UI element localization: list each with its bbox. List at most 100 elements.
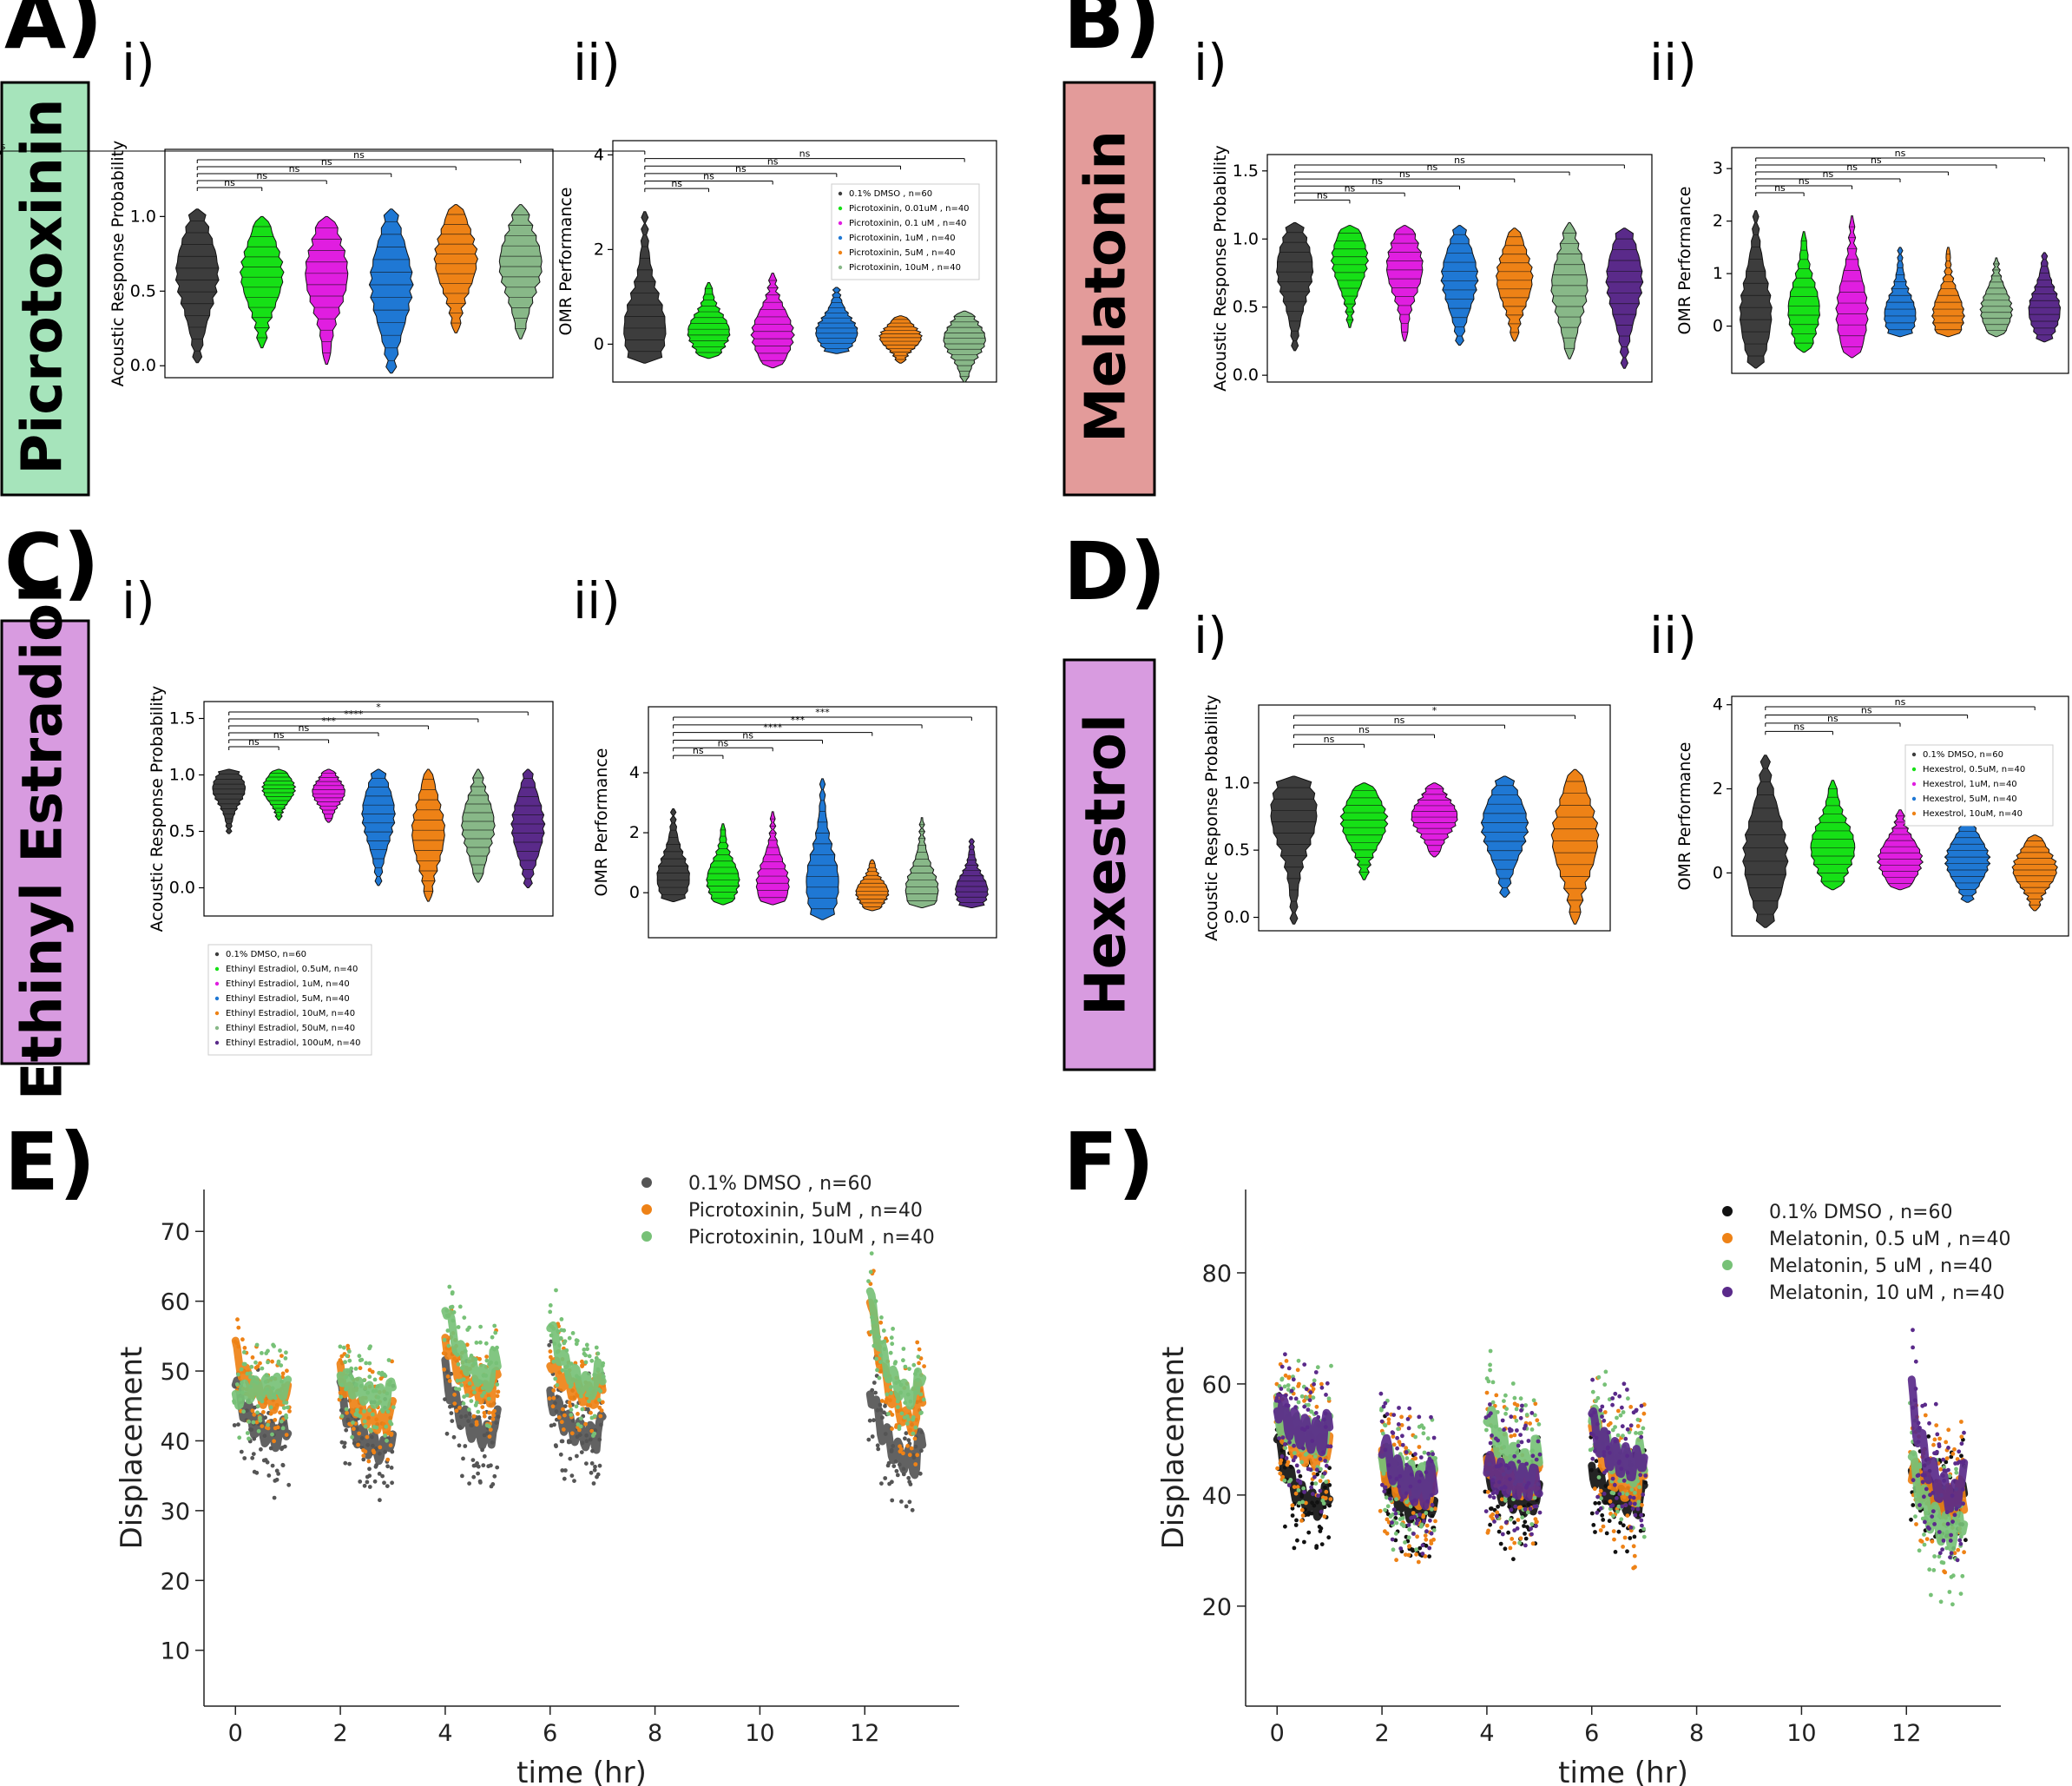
data-point [1327,1466,1332,1471]
sig-label: ns [1871,155,1882,166]
data-point [1615,1415,1619,1420]
data-point [371,1448,376,1453]
data-point [597,1398,602,1402]
data-point [589,1358,595,1363]
data-point [446,1343,451,1348]
data-point [909,1446,914,1451]
data-point [353,1367,358,1371]
data-point [1917,1548,1922,1553]
y-axis-label: Acoustic Response Probability [1202,695,1221,941]
y-axis-label: Acoustic Response Probability [109,141,128,387]
data-point [589,1428,595,1433]
rolling-mean-line [865,1287,927,1410]
data-point [474,1400,479,1405]
data-point [495,1394,500,1399]
data-point [1598,1528,1603,1532]
data-point [1296,1469,1301,1474]
y-tick-label: 0.0 [130,356,156,375]
data-point [272,1344,276,1348]
sig-label: ns [248,736,260,748]
data-point [1502,1399,1506,1403]
data-point [1316,1493,1320,1498]
data-point [1424,1529,1429,1534]
data-point [1602,1382,1608,1387]
data-point [1312,1454,1318,1459]
data-point [249,1364,254,1369]
data-point [248,1371,253,1375]
violin-6 [1979,257,2014,338]
data-point [889,1385,893,1389]
data-point [595,1472,601,1477]
data-point [1324,1489,1329,1494]
data-point [1483,1509,1489,1513]
data-point [1499,1525,1503,1530]
data-point [1932,1522,1937,1526]
data-point [466,1407,471,1412]
data-point [1406,1426,1411,1431]
data-point [567,1335,572,1341]
data-point [482,1390,487,1395]
data-point [1941,1560,1946,1565]
data-point [1523,1423,1528,1428]
data-point [915,1340,920,1345]
data-point [461,1456,465,1461]
x-axis-label: time (hr) [1558,1756,1688,1786]
x-tick-label: 2 [1374,1720,1389,1747]
data-point [895,1473,900,1478]
data-point [1516,1506,1522,1510]
data-point [576,1412,580,1416]
data-point [1315,1472,1319,1477]
data-point [898,1447,904,1452]
data-point [1616,1408,1621,1414]
data-point [255,1404,260,1409]
violin-4 [1480,775,1529,898]
data-point [1612,1482,1617,1487]
data-point [445,1328,451,1333]
data-point [553,1376,558,1381]
legend-entry: 0.1% DMSO, n=60 [226,950,306,959]
data-point [1535,1418,1540,1423]
data-point [261,1410,266,1414]
data-point [1318,1457,1323,1461]
data-point [1932,1437,1937,1442]
sig-label: ns [735,163,747,175]
data-point [1911,1345,1916,1350]
data-point [284,1350,288,1355]
data-point [1509,1507,1514,1512]
legend-entry: Picrotoxinin, 10uM , n=40 [849,263,961,273]
data-point [1950,1602,1955,1607]
panel-D: D) i) ii) Hexestrol [1062,525,1697,1071]
data-point [245,1431,250,1435]
data-point [1917,1462,1923,1467]
plot-frame [203,701,554,917]
data-point [339,1440,345,1445]
data-point [548,1303,553,1308]
data-point [339,1414,345,1419]
violin-1 [1276,221,1314,352]
data-point [1286,1366,1292,1371]
data-point [1634,1431,1638,1435]
data-point [1911,1478,1916,1483]
data-point [478,1340,483,1345]
data-point [487,1424,491,1429]
data-point [282,1444,287,1449]
data-point [1297,1381,1301,1387]
data-point [1949,1532,1954,1538]
data-point [1596,1374,1602,1380]
data-point [1407,1406,1412,1411]
data-point [1514,1407,1519,1412]
data-point [1321,1501,1326,1506]
legend-entry: Ethinyl Estradiol, 5uM, n=40 [226,994,350,1004]
y-tick-label: 0.0 [169,879,195,898]
data-point [1309,1485,1313,1490]
data-point [1431,1452,1435,1457]
data-point [1625,1492,1629,1497]
data-point [362,1419,367,1424]
violin-4 [368,208,414,374]
data-point [1398,1546,1404,1551]
data-point [915,1453,920,1458]
data-point [1286,1480,1292,1484]
data-point [1427,1554,1431,1559]
data-point [1483,1415,1489,1420]
